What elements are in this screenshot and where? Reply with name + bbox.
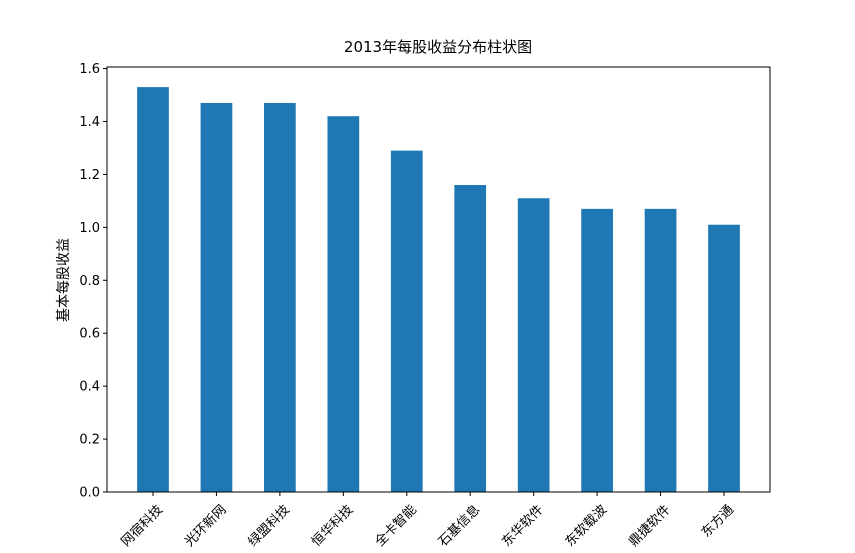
bar	[327, 116, 360, 492]
y-tick-label: 1.2	[79, 168, 100, 183]
bar	[581, 208, 613, 493]
bar	[264, 102, 296, 492]
y-axis-label: 基本每股收益	[55, 238, 72, 322]
y-tick-label: 0.2	[79, 433, 100, 448]
bar	[644, 208, 677, 493]
bar	[390, 150, 423, 493]
bar	[708, 224, 740, 492]
bar	[454, 185, 487, 492]
y-tick-label: 0.8	[79, 274, 100, 289]
y-tick-label: 0.4	[79, 380, 100, 395]
bar	[517, 198, 550, 492]
y-tick-label: 0.0	[79, 486, 100, 501]
y-tick-label: 1.4	[79, 115, 100, 130]
y-tick-label: 1.0	[79, 221, 100, 236]
y-tick-label: 1.6	[79, 62, 100, 77]
bar	[137, 87, 169, 492]
chart-title: 2013年每股收益分布柱状图	[344, 38, 532, 56]
y-tick-label: 0.6	[79, 327, 100, 342]
plot-frame	[106, 66, 771, 493]
bar	[200, 102, 233, 492]
